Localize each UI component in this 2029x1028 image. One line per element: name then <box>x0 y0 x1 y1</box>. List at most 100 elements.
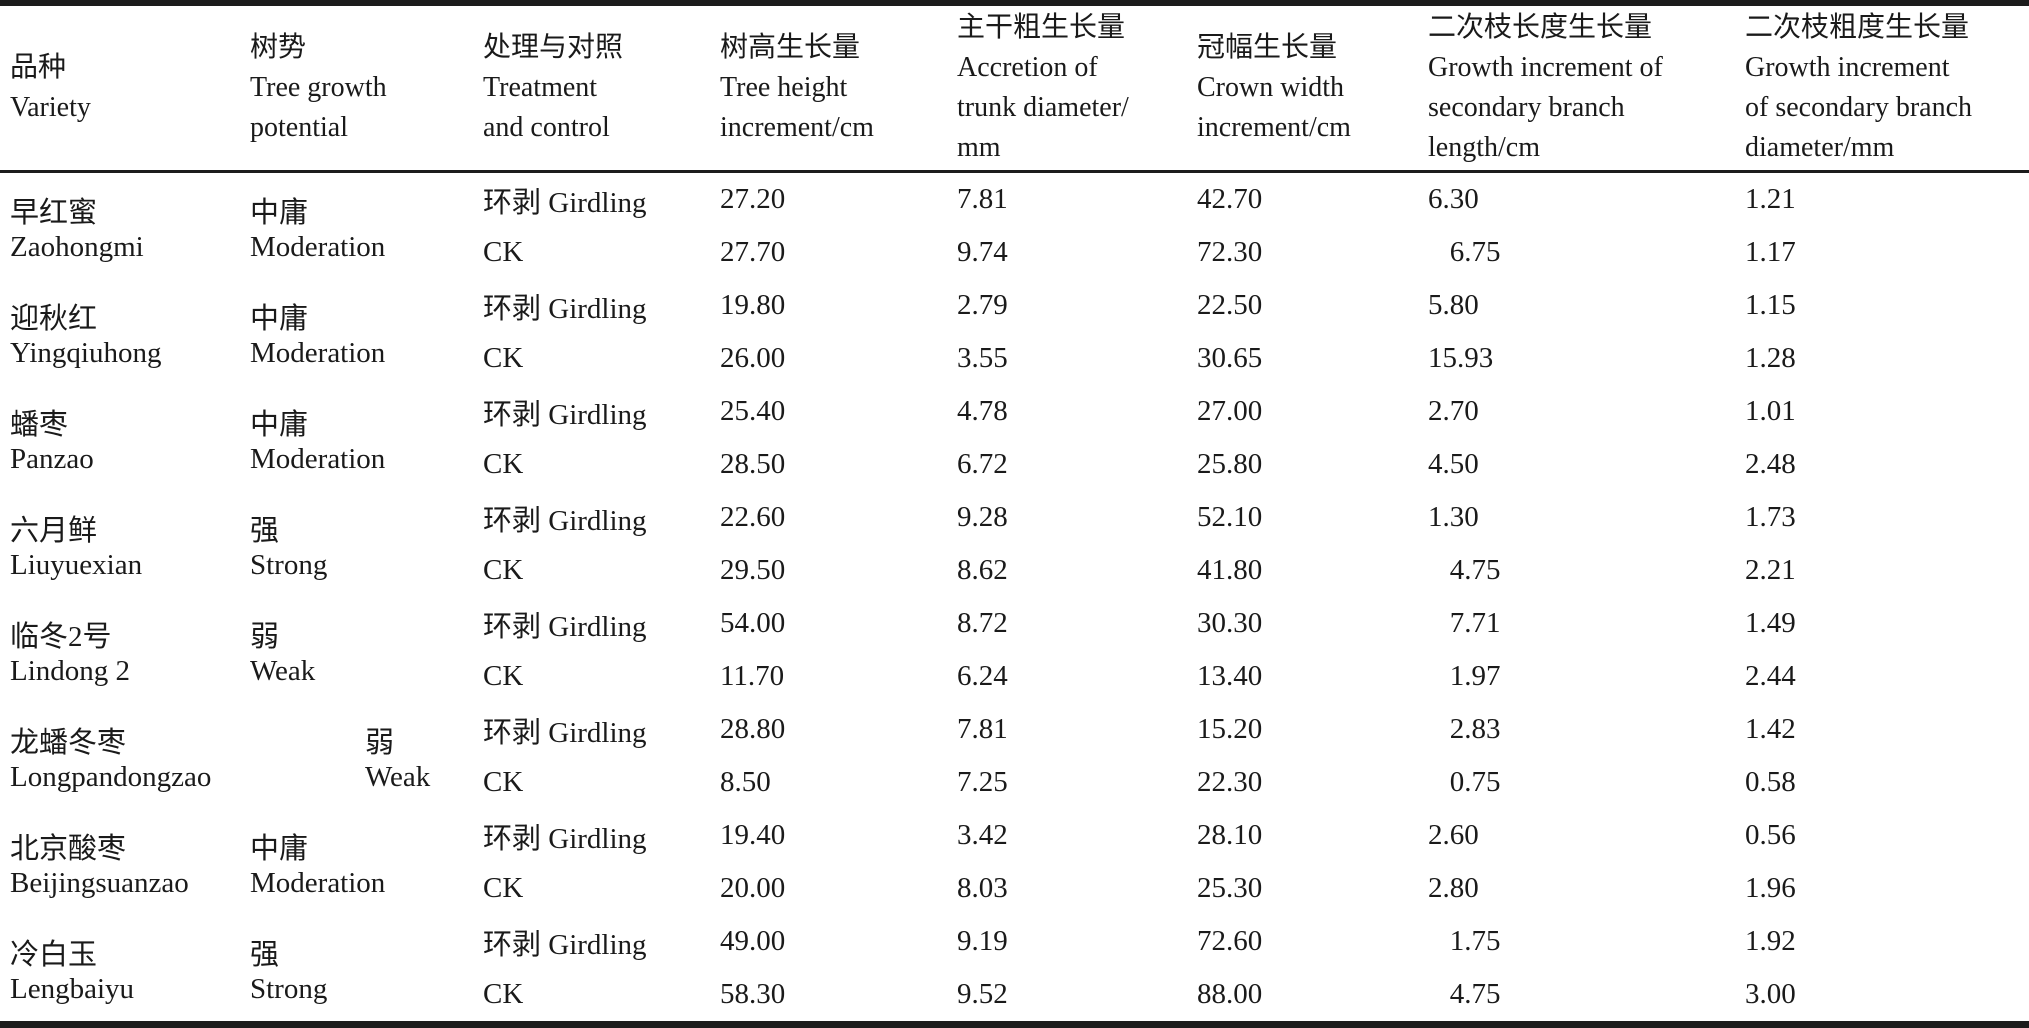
branch-diameter-value: 2.21 <box>1745 554 1796 586</box>
treatment-cell: CK <box>483 978 524 1010</box>
tree-height-value: 29.50 <box>720 554 786 586</box>
vigor-cell: 中庸 Moderation <box>250 302 386 369</box>
crown-width-value: 41.80 <box>1197 554 1263 586</box>
branch-length-value: 7.71 <box>1428 607 1501 639</box>
trunk-diameter-value: 8.03 <box>957 872 1008 904</box>
vigor-cell: 中庸 Moderation <box>250 408 386 475</box>
crown-width-value: 25.80 <box>1197 448 1263 480</box>
crown-width-value: 72.60 <box>1197 925 1263 957</box>
col-header-secondary-branch-length: 二次枝长度生长量 Growth increment of secondary b… <box>1428 12 1663 163</box>
branch-length-value: 6.75 <box>1428 236 1501 268</box>
tree-height-value: 20.00 <box>720 872 786 904</box>
trunk-diameter-value: 9.19 <box>957 925 1008 957</box>
treatment-cell: 环剥 Girdling <box>483 398 647 431</box>
treatment-cell: CK <box>483 236 524 268</box>
variety-cell: 临冬2号 Lindong 2 <box>10 620 131 687</box>
branch-diameter-value: 2.44 <box>1745 660 1796 692</box>
branch-length-value: 15.93 <box>1428 342 1494 374</box>
trunk-diameter-value: 2.79 <box>957 289 1008 321</box>
trunk-diameter-value: 3.42 <box>957 819 1008 851</box>
vigor-cell: 强 Strong <box>250 938 328 1005</box>
branch-length-value: 2.80 <box>1428 872 1479 904</box>
branch-diameter-value: 1.15 <box>1745 289 1796 321</box>
table-row: 北京酸枣 Beijingsuanzao 中庸 Moderation 环剥 Gir… <box>0 809 2029 915</box>
variety-cell: 蟠枣 Panzao <box>10 408 94 475</box>
trunk-diameter-value: 4.78 <box>957 395 1008 427</box>
trunk-diameter-value: 6.24 <box>957 660 1008 692</box>
crown-width-value: 27.00 <box>1197 395 1263 427</box>
crown-width-value: 30.65 <box>1197 342 1263 374</box>
table-row: 临冬2号 Lindong 2 弱 Weak 环剥 Girdling 54.00 … <box>0 597 2029 703</box>
branch-diameter-value: 0.56 <box>1745 819 1796 851</box>
table-row: 早红蜜 Zaohongmi 中庸 Moderation 环剥 Girdling … <box>0 173 2029 279</box>
branch-length-value: 4.75 <box>1428 978 1501 1010</box>
table-row: 龙蟠冬枣 Longpandongzao 弱 Weak 环剥 Girdling 2… <box>0 703 2029 809</box>
branch-length-value: 2.60 <box>1428 819 1479 851</box>
crown-width-value: 15.20 <box>1197 713 1263 745</box>
variety-cell: 六月鲜 Liuyuexian <box>10 514 143 581</box>
tree-height-value: 27.70 <box>720 236 786 268</box>
branch-diameter-value: 1.42 <box>1745 713 1796 745</box>
branch-length-value: 0.75 <box>1428 766 1501 798</box>
tree-height-value: 19.80 <box>720 289 786 321</box>
crown-width-value: 22.50 <box>1197 289 1263 321</box>
vigor-cell: 强 Strong <box>250 514 328 581</box>
tree-height-value: 8.50 <box>720 766 771 798</box>
crown-width-value: 42.70 <box>1197 183 1263 215</box>
tree-height-value: 28.80 <box>720 713 786 745</box>
col-header-tree-height-increment: 树高生长量 Tree height increment/cm <box>720 32 874 143</box>
crown-width-value: 28.10 <box>1197 819 1263 851</box>
crown-width-value: 52.10 <box>1197 501 1263 533</box>
tree-height-value: 28.50 <box>720 448 786 480</box>
vigor-cell: 中庸 Moderation <box>250 832 386 899</box>
crown-width-value: 13.40 <box>1197 660 1263 692</box>
trunk-diameter-value: 9.74 <box>957 236 1008 268</box>
table-row: 迎秋红 Yingqiuhong 中庸 Moderation 环剥 Girdlin… <box>0 279 2029 385</box>
variety-cell: 冷白玉 Lengbaiyu <box>10 938 135 1005</box>
branch-diameter-value: 0.58 <box>1745 766 1796 798</box>
treatment-cell: 环剥 Girdling <box>483 292 647 325</box>
tree-height-value: 22.60 <box>720 501 786 533</box>
branch-length-value: 1.75 <box>1428 925 1501 957</box>
col-header-variety: 品种 Variety <box>10 52 91 123</box>
vigor-cell: 弱 Weak <box>250 620 316 687</box>
tree-height-value: 11.70 <box>720 660 785 692</box>
vigor-cell: 中庸 Moderation <box>250 196 386 263</box>
col-header-secondary-branch-diameter: 二次枝粗度生长量 Growth increment of secondary b… <box>1745 12 1973 163</box>
branch-diameter-value: 1.17 <box>1745 236 1796 268</box>
branch-length-value: 1.97 <box>1428 660 1501 692</box>
trunk-diameter-value: 7.81 <box>957 713 1008 745</box>
branch-length-value: 2.70 <box>1428 395 1479 427</box>
table-header-row: 品种 Variety 树势 Tree growth potential 处理与对… <box>0 6 2029 173</box>
crown-width-value: 22.30 <box>1197 766 1263 798</box>
tree-height-value: 26.00 <box>720 342 786 374</box>
branch-length-value: 4.50 <box>1428 448 1479 480</box>
trunk-diameter-value: 7.81 <box>957 183 1008 215</box>
treatment-cell: 环剥 Girdling <box>483 186 647 219</box>
crown-width-value: 25.30 <box>1197 872 1263 904</box>
crown-width-value: 72.30 <box>1197 236 1263 268</box>
trunk-diameter-value: 9.28 <box>957 501 1008 533</box>
trunk-diameter-value: 3.55 <box>957 342 1008 374</box>
table-row: 六月鲜 Liuyuexian 强 Strong 环剥 Girdling 22.6… <box>0 491 2029 597</box>
branch-diameter-value: 2.48 <box>1745 448 1796 480</box>
branch-diameter-value: 1.28 <box>1745 342 1796 374</box>
treatment-cell: CK <box>483 554 524 586</box>
branch-diameter-value: 1.01 <box>1745 395 1796 427</box>
trunk-diameter-value: 9.52 <box>957 978 1008 1010</box>
branch-length-value: 5.80 <box>1428 289 1479 321</box>
vigor-cell: 弱 Weak <box>365 726 431 793</box>
branch-diameter-value: 1.73 <box>1745 501 1796 533</box>
variety-cell: 龙蟠冬枣 Longpandongzao <box>10 726 212 793</box>
variety-cell: 早红蜜 Zaohongmi <box>10 196 144 263</box>
treatment-cell: 环剥 Girdling <box>483 610 647 643</box>
trunk-diameter-value: 6.72 <box>957 448 1008 480</box>
treatment-cell: CK <box>483 342 524 374</box>
branch-length-value: 2.83 <box>1428 713 1501 745</box>
variety-cell: 北京酸枣 Beijingsuanzao <box>10 832 189 899</box>
trunk-diameter-value: 8.72 <box>957 607 1008 639</box>
tree-height-value: 54.00 <box>720 607 786 639</box>
treatment-cell: CK <box>483 872 524 904</box>
trunk-diameter-value: 8.62 <box>957 554 1008 586</box>
